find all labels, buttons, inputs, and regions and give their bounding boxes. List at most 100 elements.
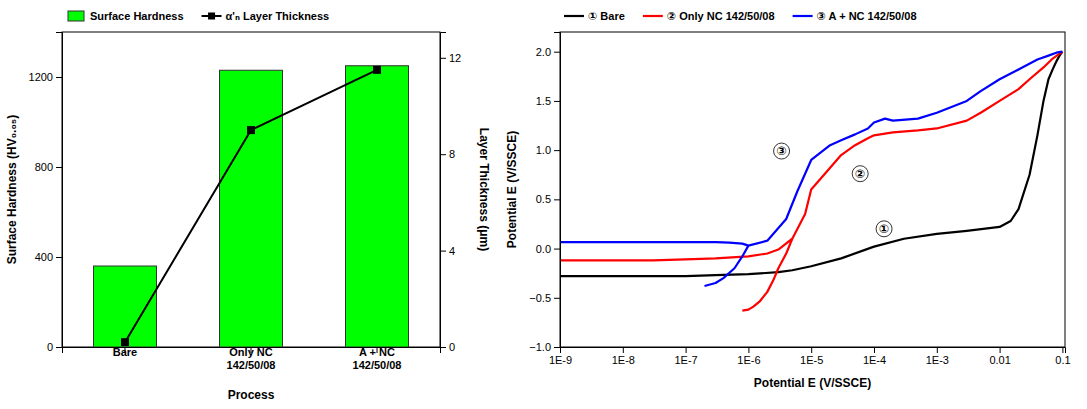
y2-axis-tick: 4 <box>440 245 455 257</box>
x-axis-tick: 0.01 <box>989 347 1010 366</box>
y2-axis-tick-mark <box>440 251 446 252</box>
y-axis-tick-mark <box>554 298 560 299</box>
x-axis-tick-label: 1E-5 <box>800 354 823 366</box>
y-axis-tick: 1200 <box>29 71 62 83</box>
y-axis-tick-mark <box>554 101 560 102</box>
x-axis-tick-label: 1E-9 <box>549 354 572 366</box>
legend-swatch-line <box>643 15 663 17</box>
x-axis-tick-mark <box>811 347 812 353</box>
x-axis-tick: 0.1 <box>1055 347 1070 366</box>
x-axis-tick: A + NC142/50/08 <box>353 346 402 371</box>
legend-swatch-line <box>564 15 584 17</box>
y-axis-tick: 2.0 <box>536 46 560 58</box>
x-axis-tick: 1E-7 <box>674 347 697 366</box>
y-axis-tick-label: 800 <box>35 161 53 173</box>
y2-axis-tick-mark <box>440 154 446 155</box>
y2-axis-tick: 0 <box>440 341 455 353</box>
x-axis-tick-label-line: 142/50/08 <box>227 359 276 371</box>
y-axis-tick-label: −0.5 <box>529 292 551 304</box>
y2-axis: 0 4 8 12 <box>440 33 461 354</box>
y2-axis-tick: 8 <box>440 148 455 160</box>
y-axis-tick-label: −1.0 <box>529 341 551 353</box>
annotation-circle <box>852 166 868 182</box>
y2-axis-tick-label: 0 <box>449 341 455 353</box>
x-axis: Bare Only NC142/50/08 A + NC142/50/08 <box>63 346 441 371</box>
x-axis-tick-label: 1E-3 <box>926 354 949 366</box>
plot-frame <box>560 32 1065 347</box>
x-axis-tick-mark <box>748 347 749 353</box>
x-axis-tick-label: Only NC142/50/08 <box>227 346 276 371</box>
y-axis-tick-label: 0.0 <box>536 243 551 255</box>
legend-swatch-marker <box>208 13 215 20</box>
y-axis-tick-mark <box>56 77 62 78</box>
y-axis-tick-label: 2.0 <box>536 46 551 58</box>
x-axis-tick-label: 1E-6 <box>737 354 760 366</box>
line-series <box>121 66 381 346</box>
annotation: ① <box>876 221 892 237</box>
annotation-label: ② <box>855 167 865 181</box>
y-axis-tick: 400 <box>35 251 62 263</box>
legend-label: ③ A + NC 142/50/08 <box>817 10 917 22</box>
x-axis-tick-label: 0.1 <box>1055 354 1070 366</box>
legend-swatch <box>793 16 813 17</box>
plot-area <box>94 66 409 347</box>
y-axis-tick: 800 <box>35 161 62 173</box>
marker <box>121 338 129 346</box>
y-axis-tick-label: 1.0 <box>536 144 551 156</box>
annotation: ③ <box>774 143 790 159</box>
plot-frame <box>62 32 440 347</box>
x-axis-tick-mark <box>1062 347 1063 353</box>
annotation-label: ③ <box>776 144 786 158</box>
x-axis-tick-label: 1E-4 <box>863 354 886 366</box>
y-axis-title: Potential E (V/SSCE) <box>505 131 519 248</box>
x-axis-tick: 1E-4 <box>863 347 886 366</box>
legend-label: ① Bare <box>588 10 625 22</box>
panel: Bare Only NC142/50/08 A + NC142/50/08 0 400 8… <box>5 10 491 402</box>
y-axis-tick-label: 0.5 <box>536 193 551 205</box>
legend-swatch-line <box>793 15 813 17</box>
x-axis-tick: 1E-5 <box>800 347 823 366</box>
x-axis-tick: 1E-8 <box>612 347 635 366</box>
y-axis: 04008001200 <box>29 33 63 354</box>
x-axis-tick-label: 0.01 <box>989 354 1010 366</box>
x-axis-tick-mark <box>874 347 875 353</box>
x-axis-title: Process <box>228 388 275 402</box>
x-axis-tick-label-line: Bare <box>113 346 137 358</box>
x-axis-title: Potential E (V/SSCE) <box>754 376 871 390</box>
y-axis-tick-mark <box>56 167 62 168</box>
y2-axis-tick-label: 4 <box>449 245 455 257</box>
annotations: ① ② ③ <box>774 143 892 237</box>
y-axis-tick-mark <box>554 249 560 250</box>
legend-label: Surface Hardness <box>90 10 184 22</box>
legend-item: Surface Hardness <box>68 10 184 22</box>
y-axis-tick-mark <box>554 52 560 53</box>
marker <box>247 126 255 134</box>
bar-series <box>94 66 409 347</box>
legend-item: ③ A + NC 142/50/08 <box>793 10 917 22</box>
y-axis-tick-mark <box>554 150 560 151</box>
x-axis-tick-label: Bare <box>113 346 137 358</box>
y2-axis-title: Layer Thickness (μm) <box>477 128 491 251</box>
annotation: ② <box>852 166 868 182</box>
y-axis-tick: 1.0 <box>536 144 560 156</box>
marker <box>373 66 381 74</box>
legend-item: ② Only NC 142/50/08 <box>643 10 775 22</box>
x-axis-tick: 1E-9 <box>549 347 572 366</box>
legend-label: α'ₙ Layer Thickness <box>226 10 330 22</box>
x-axis-line <box>561 348 1066 354</box>
y-axis-tick-label: 1200 <box>29 71 53 83</box>
y-axis-tick: 0.5 <box>536 193 560 205</box>
panel: 1E-9 1E-8 1E-7 1E-6 1E-5 1E-4 1E-3 0.01 0.1 −1.0 −… <box>505 10 1071 390</box>
y2-axis-tick-mark <box>440 347 446 348</box>
x-axis-tick-label-line: 142/50/08 <box>353 359 402 371</box>
bar <box>346 66 409 347</box>
y-axis-tick-mark <box>554 347 560 348</box>
legend: Surface Hardness α'ₙ Layer Thickness <box>68 10 329 22</box>
legend-label: ② Only NC 142/50/08 <box>667 10 775 22</box>
legend-swatch <box>643 16 663 17</box>
annotation-circle <box>774 143 790 159</box>
legend-swatch-bar <box>68 11 84 21</box>
legend-swatch <box>202 13 222 20</box>
y-axis-tick-mark <box>554 199 560 200</box>
y2-axis-tick: 12 <box>440 52 461 64</box>
